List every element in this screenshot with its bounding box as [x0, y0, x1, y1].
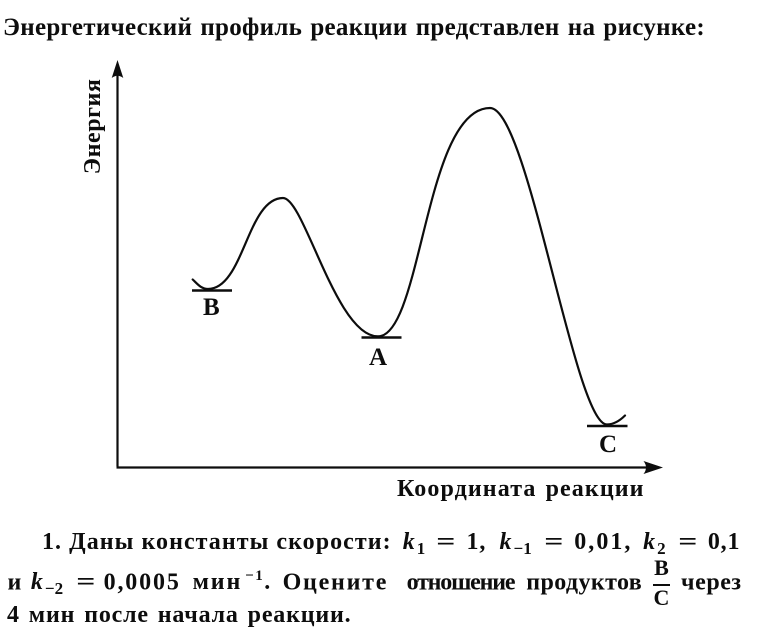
svg-text:Энергия: Энергия	[80, 79, 106, 175]
